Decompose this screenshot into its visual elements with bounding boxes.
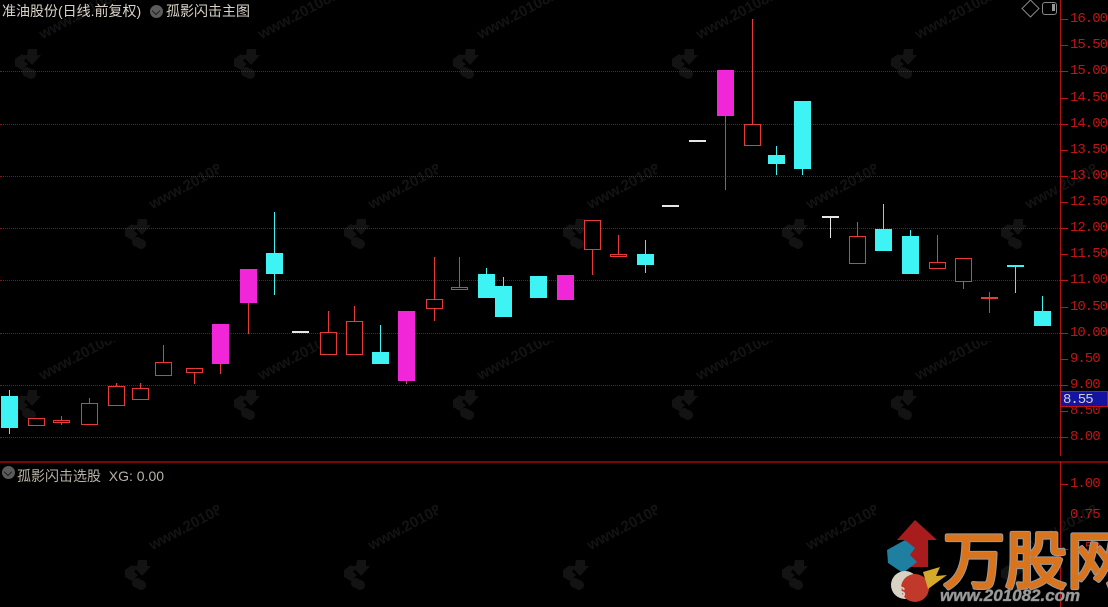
svg-text:$: $ [897,584,906,601]
svg-text:www.201082.com: www.201082.com [940,586,1080,605]
